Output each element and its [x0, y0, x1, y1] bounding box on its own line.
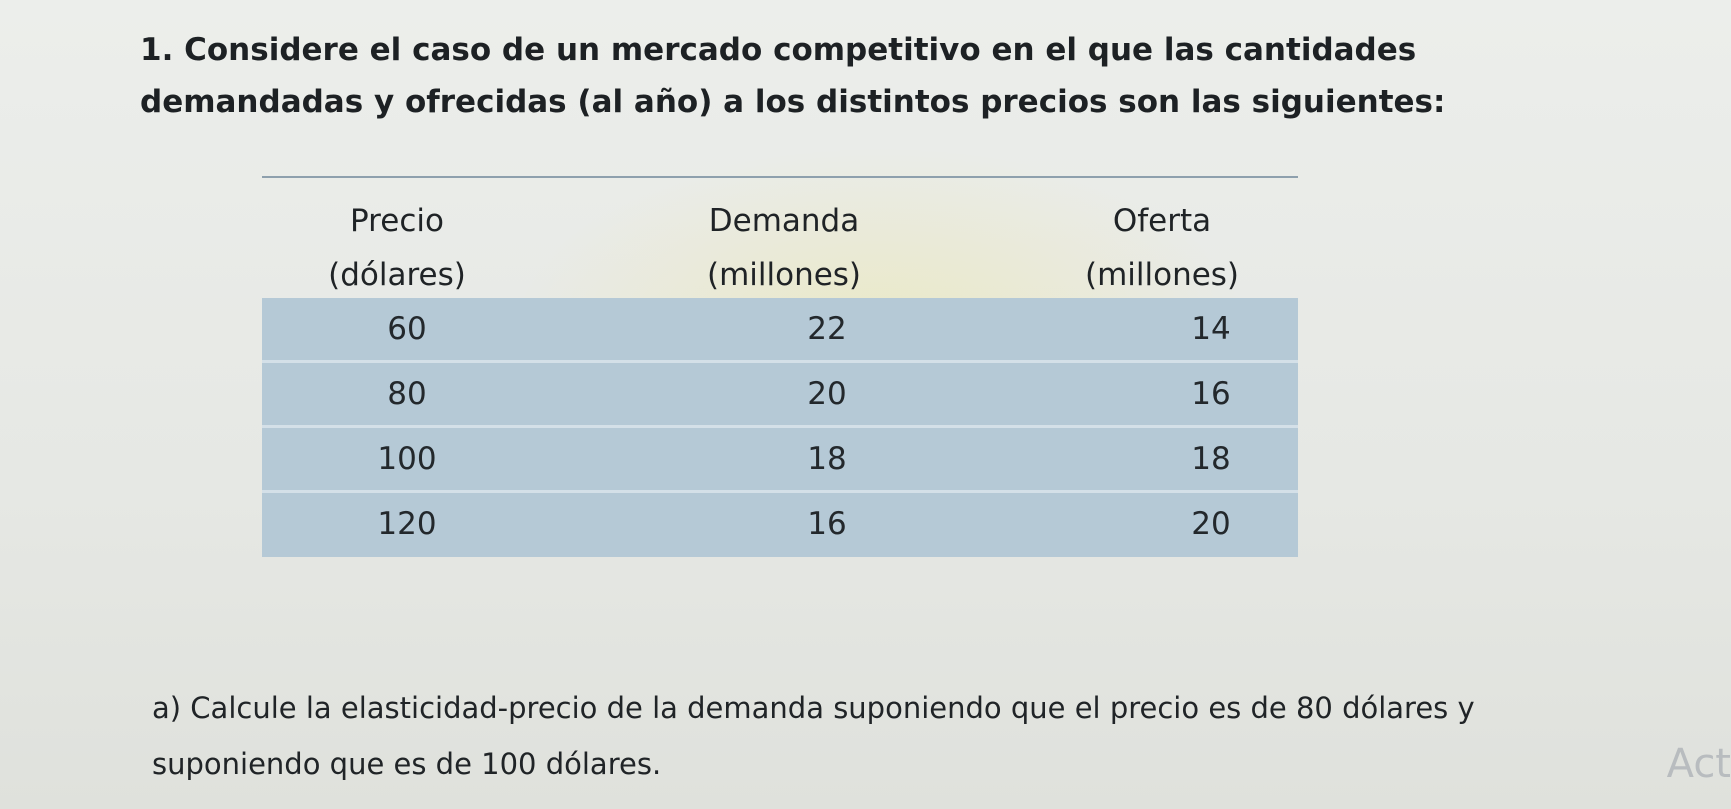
table-row: 120 16 20	[262, 493, 1298, 557]
header-precio: Precio (dólares)	[262, 194, 532, 302]
table-top-rule	[262, 176, 1298, 178]
header-precio-line2: (dólares)	[328, 257, 466, 293]
cell-oferta: 20	[1191, 506, 1231, 542]
cell-oferta: 18	[1191, 441, 1231, 477]
header-oferta-line2: (millones)	[1084, 257, 1240, 293]
cell-precio: 100	[377, 441, 437, 477]
header-demanda: Demanda (millones)	[644, 194, 924, 302]
cell-precio: 120	[377, 506, 437, 542]
cell-demanda: 20	[807, 376, 847, 412]
cell-oferta: 16	[1191, 376, 1231, 412]
cell-demanda: 18	[807, 441, 847, 477]
table-header-row: Precio (dólares) Demanda (millones) Ofer…	[262, 178, 1298, 298]
header-oferta: Oferta (millones)	[1032, 194, 1292, 302]
cell-demanda: 22	[807, 311, 847, 347]
supply-demand-table: Precio (dólares) Demanda (millones) Ofer…	[262, 176, 1298, 557]
cell-precio: 60	[387, 311, 427, 347]
header-demanda-line2: (millones)	[706, 257, 862, 293]
table-row: 80 20 16	[262, 363, 1298, 428]
cell-oferta: 14	[1191, 311, 1231, 347]
subquestion-a: a) Calcule la elasticidad-precio de la d…	[152, 691, 1475, 781]
header-precio-line1: Precio	[350, 203, 444, 239]
cell-demanda: 16	[807, 506, 847, 542]
cell-precio: 80	[387, 376, 427, 412]
activation-watermark: Act	[1666, 741, 1731, 787]
question-title: 1. Considere el caso de un mercado compe…	[140, 32, 1446, 120]
header-oferta-line1: Oferta	[1112, 203, 1212, 239]
table-row: 60 22 14	[262, 298, 1298, 363]
table-row: 100 18 18	[262, 428, 1298, 493]
header-demanda-line1: Demanda	[708, 203, 860, 239]
